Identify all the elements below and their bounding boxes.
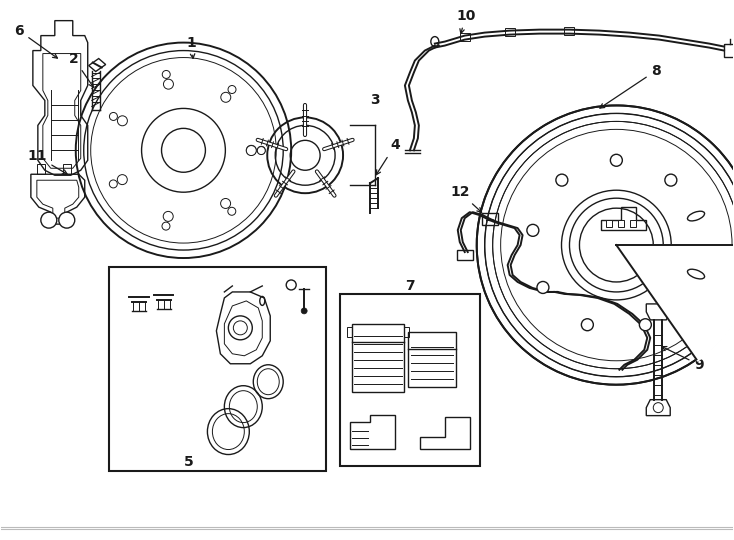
Circle shape: [162, 70, 170, 78]
Circle shape: [117, 174, 127, 185]
Circle shape: [556, 174, 568, 186]
Text: 3: 3: [370, 93, 379, 107]
Ellipse shape: [688, 211, 705, 221]
Circle shape: [258, 146, 265, 154]
Text: 12: 12: [450, 185, 482, 212]
Text: 9: 9: [662, 347, 704, 372]
Circle shape: [247, 146, 256, 156]
Circle shape: [665, 174, 677, 186]
Text: 4: 4: [377, 138, 400, 175]
Circle shape: [527, 224, 539, 237]
Circle shape: [117, 116, 128, 126]
Bar: [618, 220, 625, 227]
Bar: [482, 213, 498, 225]
Circle shape: [109, 180, 117, 188]
Circle shape: [163, 211, 173, 221]
Circle shape: [221, 92, 230, 102]
Circle shape: [653, 403, 664, 413]
Text: 5: 5: [184, 455, 193, 469]
Circle shape: [228, 85, 236, 93]
Bar: [347, 327, 352, 337]
Bar: [606, 220, 612, 227]
Text: 6: 6: [14, 24, 57, 58]
Circle shape: [164, 79, 173, 89]
Circle shape: [611, 154, 622, 166]
Text: 1: 1: [186, 36, 196, 58]
Text: 8: 8: [600, 64, 661, 108]
Circle shape: [301, 308, 307, 314]
Bar: [404, 327, 409, 337]
Text: 10: 10: [456, 9, 476, 33]
Bar: [37, 164, 45, 174]
Circle shape: [162, 222, 170, 230]
Circle shape: [247, 145, 256, 156]
Circle shape: [228, 207, 236, 215]
Bar: [631, 220, 636, 227]
Circle shape: [41, 212, 57, 228]
Bar: [459, 32, 470, 40]
Bar: [63, 164, 70, 174]
Bar: [340, 294, 480, 467]
Bar: [408, 332, 456, 387]
Bar: [352, 324, 404, 392]
Bar: [457, 250, 473, 260]
Circle shape: [59, 212, 75, 228]
Bar: [564, 26, 575, 35]
Bar: [505, 28, 515, 36]
Bar: [109, 267, 326, 471]
Text: 11: 11: [27, 149, 68, 174]
Text: 2: 2: [69, 51, 93, 87]
Text: 7: 7: [405, 279, 415, 293]
Circle shape: [537, 281, 549, 293]
Circle shape: [639, 319, 651, 330]
Circle shape: [258, 146, 265, 154]
Circle shape: [109, 112, 117, 120]
Circle shape: [581, 319, 593, 330]
Ellipse shape: [688, 269, 705, 279]
Wedge shape: [617, 245, 734, 361]
Circle shape: [221, 199, 230, 208]
